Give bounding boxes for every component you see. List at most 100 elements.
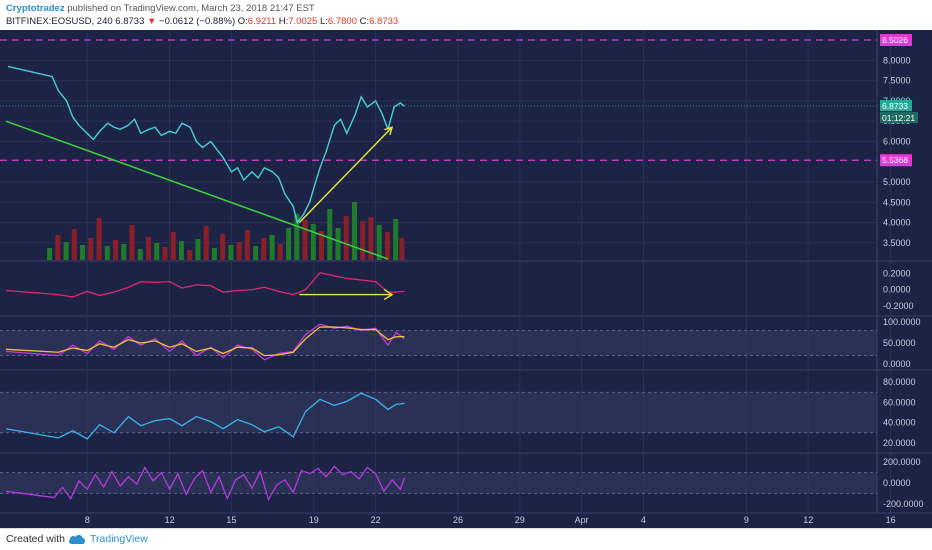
indicator1-y-tick-label: 0.0000 — [883, 285, 911, 295]
cci-line — [5, 465, 406, 502]
volume-bar — [393, 219, 399, 260]
tradingview-cloud-icon — [68, 535, 86, 544]
countdown-tag — [880, 112, 918, 124]
volume-bar — [376, 225, 382, 260]
close-value: 6.8733 — [369, 16, 399, 27]
volume-bar — [253, 246, 259, 260]
publish-info: Cryptotradez published on TradingView.co… — [6, 3, 315, 14]
volume-bar — [113, 240, 119, 260]
created-with-text: Created with — [6, 533, 65, 545]
low-label: L: — [319, 16, 328, 27]
rsi-y-tick-label: 20.0000 — [883, 438, 916, 448]
x-tick-label: 12 — [165, 515, 175, 525]
level-price-tag — [880, 34, 912, 47]
volume-bar — [302, 220, 308, 260]
x-tick-label: 12 — [803, 515, 813, 525]
cci-y-tick-label: 200.0000 — [883, 457, 921, 467]
chart-area[interactable]: 8121519222629Apr4912168.00007.50007.0000… — [0, 30, 932, 528]
volume-bar — [360, 221, 366, 260]
price-change: −0.0612 (−0.88%) — [159, 16, 236, 27]
indicator1-y-tick-label: 0.2000 — [883, 268, 911, 278]
volume-bar — [129, 225, 135, 260]
cci-band — [0, 472, 877, 494]
volume-bar — [63, 242, 69, 260]
high-value: 7.0025 — [288, 16, 318, 27]
volume-bar — [71, 229, 77, 260]
volume-bar — [203, 226, 209, 260]
y-tick-label: 3.5000 — [883, 238, 911, 248]
author-link[interactable]: Cryptotradez — [6, 3, 65, 14]
x-tick-label: 15 — [226, 515, 236, 525]
x-tick-label: 26 — [453, 515, 463, 525]
volume-bar — [80, 245, 86, 260]
indicator1-y-tick-label: -0.2000 — [883, 301, 914, 311]
y-tick-label: 4.5000 — [883, 197, 911, 207]
volume-bar — [104, 246, 110, 260]
volume-bar — [327, 209, 333, 260]
last-price-label: 6.8733 — [882, 101, 908, 111]
volume-bar — [146, 237, 151, 260]
volume-bar — [286, 228, 292, 260]
ohlc-legend: BITFINEX:EOSUSD, 240 6.8733 ▼ −0.0612 (−… — [6, 16, 398, 27]
symbol-label[interactable]: BITFINEX:EOSUSD, 240 — [6, 16, 113, 27]
volume-bar — [294, 214, 300, 260]
volume-bar — [211, 248, 217, 260]
y-tick-label: 6.0000 — [883, 136, 911, 146]
volume-bar — [335, 228, 341, 260]
volume-bar — [88, 238, 94, 260]
volume-bar — [310, 224, 316, 260]
volume-bar — [154, 243, 160, 260]
trendline[interactable] — [5, 120, 389, 260]
x-tick-label: 9 — [744, 515, 749, 525]
x-tick-label: Apr — [575, 515, 589, 525]
stoch-y-tick-label: 100.0000 — [883, 317, 921, 327]
volume-bar — [277, 244, 283, 260]
y-tick-label: 8.0000 — [883, 55, 911, 65]
stoch-band — [0, 330, 877, 356]
x-tick-label: 4 — [641, 515, 646, 525]
volume-bar — [47, 248, 53, 260]
y-tick-label: 4.0000 — [883, 218, 911, 228]
volume-bar — [261, 238, 267, 260]
volume-bar — [343, 216, 349, 260]
price-series-line — [7, 65, 405, 225]
high-label: H: — [278, 16, 289, 27]
volume-bar — [319, 231, 325, 260]
level-price-label: 8.5026 — [882, 35, 908, 45]
chart-header: Cryptotradez published on TradingView.co… — [0, 0, 932, 30]
x-tick-label: 16 — [886, 515, 896, 525]
volume-bar — [121, 244, 127, 260]
volume-bar — [368, 217, 374, 260]
volume-bar — [178, 241, 184, 260]
volume-bar — [187, 250, 193, 260]
volume-bar — [96, 218, 102, 260]
cci-y-tick-label: 0.0000 — [883, 478, 911, 488]
volume-bar — [236, 242, 242, 260]
footer: Created with TradingView — [0, 528, 932, 550]
volume-bar — [352, 202, 357, 260]
x-tick-label: 22 — [371, 515, 381, 525]
volume-bar — [384, 232, 390, 260]
countdown-label: 01:12:21 — [882, 113, 915, 123]
chart-canvas[interactable]: 8121519222629Apr4912168.00007.50007.0000… — [0, 30, 932, 528]
open-value: 6.9211 — [247, 16, 277, 27]
volume-bar — [220, 234, 226, 260]
cci-y-tick-label: -200.0000 — [883, 499, 924, 509]
rsi-y-tick-label: 40.0000 — [883, 418, 916, 428]
y-tick-label: 5.0000 — [883, 177, 911, 187]
volume-bar — [137, 249, 143, 260]
tradingview-link[interactable]: TradingView — [90, 533, 148, 545]
y-tick-label: 7.5000 — [883, 76, 911, 86]
rsi-y-tick-label: 60.0000 — [883, 397, 916, 407]
level-price-label: 5.5368 — [882, 155, 908, 165]
volume-bar — [195, 239, 201, 260]
trend-arrow-head — [384, 126, 394, 136]
volume-bar — [55, 235, 61, 260]
indicator-arrow-head — [383, 288, 394, 301]
close-label: C: — [359, 16, 370, 27]
x-tick-label: 19 — [309, 515, 319, 525]
trend-arrow[interactable] — [298, 126, 393, 224]
last-price: 6.8733 — [115, 16, 145, 27]
stoch-d-line — [5, 326, 405, 357]
rsi-y-tick-label: 80.0000 — [883, 377, 916, 387]
